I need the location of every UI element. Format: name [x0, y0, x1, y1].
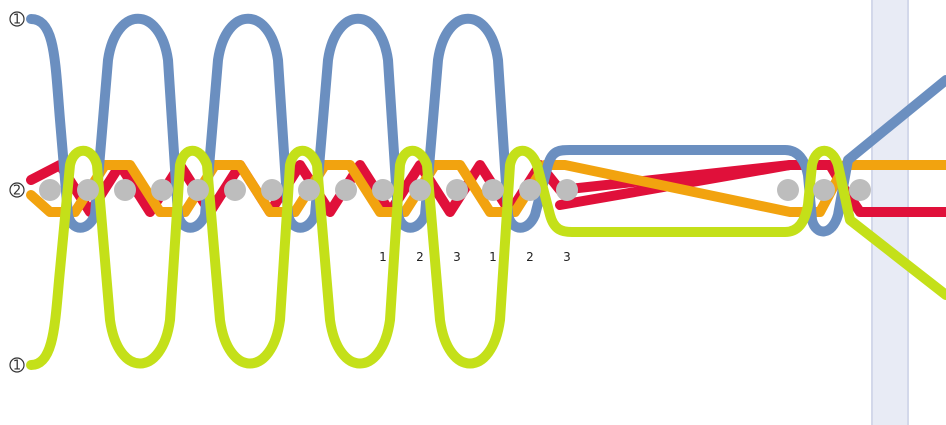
bead	[519, 179, 541, 201]
marker-bottom-text: 1	[13, 359, 21, 374]
bead	[187, 179, 209, 201]
step-label: 3	[563, 250, 571, 264]
blue-strand	[26, 13, 946, 237]
marker-top-text: 1	[13, 13, 21, 28]
bead	[298, 179, 320, 201]
bead	[372, 179, 394, 201]
marker-bottom: 1	[9, 357, 25, 374]
bead	[224, 179, 246, 201]
bead	[849, 179, 871, 201]
bead	[261, 179, 283, 201]
step-label: 3	[453, 250, 461, 264]
step-label: 2	[526, 250, 534, 264]
marker-top: 1	[9, 11, 25, 28]
bead	[446, 179, 468, 201]
bead	[813, 179, 835, 201]
bead	[151, 179, 173, 201]
bead	[77, 179, 99, 201]
marker-middle: 2	[9, 182, 25, 199]
bead	[335, 179, 357, 201]
bead	[39, 179, 61, 201]
bead	[114, 179, 136, 201]
bead	[409, 179, 431, 201]
step-labels: 1 2 3 1 2 3	[379, 250, 571, 264]
step-label: 1	[489, 250, 497, 264]
orange-strand	[26, 160, 946, 217]
green-strand	[26, 145, 946, 370]
step-label: 2	[416, 250, 424, 264]
bead	[777, 179, 799, 201]
bead	[482, 179, 504, 201]
marker-middle-text: 2	[13, 184, 21, 199]
step-label: 1	[379, 250, 387, 264]
bead	[556, 179, 578, 201]
